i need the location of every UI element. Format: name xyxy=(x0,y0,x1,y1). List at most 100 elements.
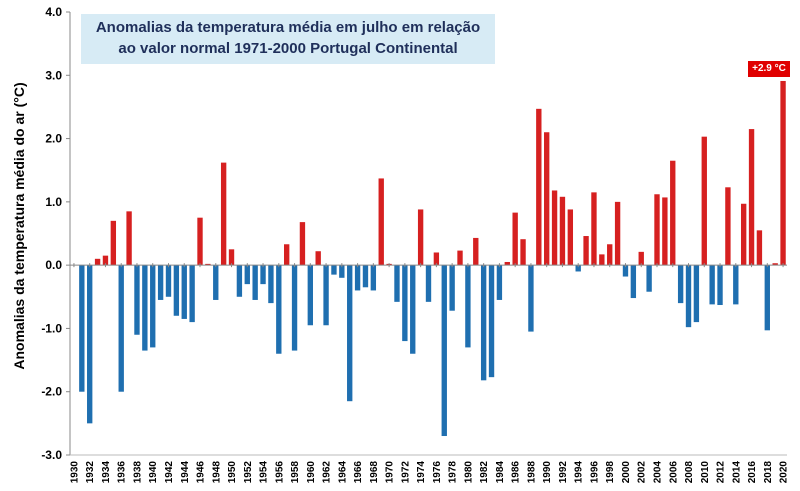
bar-2006 xyxy=(670,160,676,266)
bar-1934 xyxy=(102,255,109,266)
y-tick-label: -1.0 xyxy=(41,321,62,335)
x-tick-label: 1968 xyxy=(369,461,380,484)
x-tick-label: 2002 xyxy=(637,461,648,484)
bar-2004 xyxy=(654,194,660,266)
bar-2013 xyxy=(725,187,731,266)
bars xyxy=(79,80,786,437)
x-tick-label: 1992 xyxy=(558,461,569,484)
x-tick-label: 1976 xyxy=(432,461,443,484)
bar-2001 xyxy=(630,265,637,299)
bar-1939 xyxy=(142,265,148,351)
x-tick-label: 1994 xyxy=(574,461,585,484)
bar-2015 xyxy=(740,203,747,266)
bar-1993 xyxy=(567,209,574,266)
bar-1935 xyxy=(110,220,117,266)
x-tick-label: 1996 xyxy=(589,461,600,484)
bar-2018 xyxy=(764,265,770,331)
x-tick-label: 1982 xyxy=(479,461,490,484)
bar-2007 xyxy=(677,265,684,304)
bar-1947 xyxy=(205,263,211,266)
bar-1969 xyxy=(378,178,384,266)
y-tick-label: 2.0 xyxy=(45,132,62,146)
x-tick-label: 1932 xyxy=(85,461,96,484)
x-tick-label: 2010 xyxy=(700,461,711,484)
x-tick-label: 1934 xyxy=(101,461,112,484)
max-value-annotation: +2.9 °C xyxy=(748,61,790,77)
x-tick-label: 1956 xyxy=(274,461,285,484)
x-tick-label: 1948 xyxy=(211,461,222,484)
bar-1943 xyxy=(173,265,180,316)
y-axis: 4.0 3.0 2.0 1.0 0.0 -1.0 -2.0 -3.0 xyxy=(41,5,71,462)
bar-1987 xyxy=(520,239,526,266)
bar-1946 xyxy=(197,217,203,266)
bar-1982 xyxy=(480,265,487,381)
y-axis-label: Anomalias da temperatura média do ar (°C… xyxy=(11,82,27,369)
bar-1977 xyxy=(441,265,447,437)
bar-1991 xyxy=(551,190,558,266)
bar-1931 xyxy=(79,265,85,392)
bar-1952 xyxy=(244,265,250,285)
bar-2005 xyxy=(662,197,668,266)
chart-title: Anomalias da temperatura média em julho … xyxy=(81,14,495,64)
bar-1985 xyxy=(504,261,510,266)
bar-1988 xyxy=(528,265,534,332)
bar-1975 xyxy=(425,265,432,302)
bar-2000 xyxy=(622,265,629,277)
bar-1997 xyxy=(599,254,605,266)
bar-1973 xyxy=(410,265,416,354)
x-tick-label: 1988 xyxy=(526,461,537,484)
bar-1936 xyxy=(118,265,124,392)
bar-2014 xyxy=(733,265,739,305)
x-tick-label: 1960 xyxy=(306,461,317,484)
x-tick-label: 2018 xyxy=(763,461,774,484)
y-tick-label: -3.0 xyxy=(41,448,62,462)
bar-1932 xyxy=(87,265,93,424)
y-tick-label: 0.0 xyxy=(45,258,62,272)
x-tick-label: 1930 xyxy=(69,461,80,484)
x-tick-label: 1962 xyxy=(322,461,333,484)
bar-1986 xyxy=(512,212,518,266)
bar-1974 xyxy=(417,209,424,266)
bar-1963 xyxy=(331,265,337,275)
bar-2009 xyxy=(693,265,700,323)
bar-1980 xyxy=(465,265,471,348)
x-tick-label: 1970 xyxy=(385,461,396,484)
bar-1990 xyxy=(544,132,550,266)
bar-1978 xyxy=(449,265,455,311)
bar-1995 xyxy=(583,236,589,266)
bar-1984 xyxy=(496,265,503,300)
bar-1972 xyxy=(402,265,408,342)
x-tick-label: 1954 xyxy=(259,461,270,484)
chart-title-line-2: ao valor normal 1971-2000 Portugal Conti… xyxy=(118,40,458,57)
x-tick-label: 2014 xyxy=(731,461,742,484)
bar-1999 xyxy=(614,201,621,266)
x-tick-label: 1978 xyxy=(448,461,459,484)
bar-1945 xyxy=(189,265,195,323)
bar-2010 xyxy=(701,136,707,266)
bar-1949 xyxy=(220,162,227,266)
y-tick-label: 4.0 xyxy=(45,5,62,19)
bar-1948 xyxy=(213,265,219,300)
bar-1992 xyxy=(559,196,566,266)
bar-2019 xyxy=(772,263,778,266)
bar-1989 xyxy=(536,108,542,266)
x-tick-label: 1942 xyxy=(164,461,175,484)
y-tick-label: 1.0 xyxy=(45,195,62,209)
x-tick-label: 1966 xyxy=(353,461,364,484)
bar-1933 xyxy=(94,258,101,266)
x-axis: 1930 1932 1934 1936 1938 1940 1942 1944 1946 1948… xyxy=(69,263,790,484)
x-tick-label: 1990 xyxy=(542,461,553,484)
bar-1954 xyxy=(260,265,266,285)
y-tick-label: -2.0 xyxy=(41,385,62,399)
bar-2002 xyxy=(638,251,644,266)
x-tick-label: 2020 xyxy=(779,461,790,484)
bar-1955 xyxy=(268,265,274,304)
x-tick-label: 2016 xyxy=(747,461,758,484)
bar-1938 xyxy=(134,265,140,335)
bar-1966 xyxy=(354,265,361,291)
bar-2011 xyxy=(709,265,715,305)
bar-1959 xyxy=(299,222,306,266)
bar-1961 xyxy=(315,251,321,266)
bar-2012 xyxy=(717,265,723,306)
